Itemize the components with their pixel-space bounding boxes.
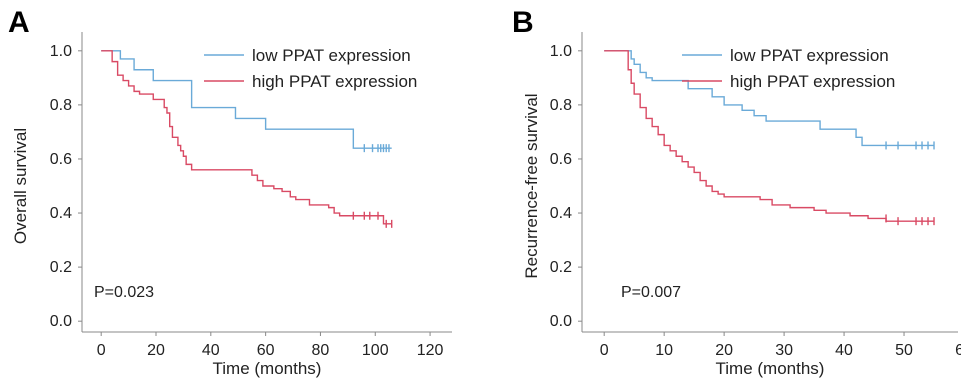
x-tick-label: 60 [257, 342, 275, 359]
y-tick-label: 0.8 [550, 97, 572, 114]
x-tick-label: 40 [202, 342, 220, 359]
p-value-annotation: P=0.007 [621, 284, 681, 301]
x-tick-label: 0 [600, 342, 609, 359]
x-tick-label: 30 [775, 342, 793, 359]
y-tick-label: 0.2 [550, 259, 572, 276]
legend-entry: low PPAT expression [252, 46, 411, 65]
survival-curve-low [604, 50, 935, 147]
p-value-annotation: P=0.023 [94, 284, 154, 301]
y-tick-label: 0.0 [550, 313, 572, 330]
y-tick-label: 0.6 [550, 151, 572, 168]
y-tick-label: 0.0 [50, 313, 72, 330]
chart-panel-b: B 0.0 0.2 0.4 0.6 0.8 1.0 0 10 20 30 40 50 60 Time (mo… [512, 6, 961, 378]
x-axis-label: Time (months) [716, 359, 825, 378]
x-tick-label: 40 [835, 342, 853, 359]
x-tick-label: 60 [955, 342, 961, 359]
x-tick-label: 100 [362, 342, 389, 359]
x-tick-label: 50 [895, 342, 913, 359]
x-tick-label: 10 [655, 342, 673, 359]
legend-entry: high PPAT expression [252, 72, 417, 91]
y-tick-label: 0.2 [50, 259, 72, 276]
legend-entry: high PPAT expression [730, 72, 895, 91]
x-tick-label: 20 [147, 342, 165, 359]
panel-letter: A [8, 6, 30, 39]
y-tick-label: 0.4 [50, 205, 72, 222]
y-axis-label: Overall survival [11, 128, 30, 244]
y-tick-label: 0.6 [50, 151, 72, 168]
x-axis-label: Time (months) [213, 359, 322, 378]
chart-panel-a: A 0.0 0.2 0.4 0.6 0.8 1.0 0 20 40 60 80 100 120 Time (… [8, 6, 452, 378]
x-tick-label: 20 [715, 342, 733, 359]
y-tick-label: 1.0 [50, 43, 72, 60]
survival-curve-high [101, 50, 392, 225]
x-tick-label: 80 [312, 342, 330, 359]
x-tick-label: 120 [417, 342, 444, 359]
y-axis-label: Recurrence-free survival [522, 93, 541, 278]
survival-curve-high [604, 50, 935, 222]
y-tick-label: 0.8 [50, 97, 72, 114]
y-tick-label: 1.0 [550, 43, 572, 60]
x-tick-label: 0 [97, 342, 106, 359]
survival-curve-low [101, 50, 392, 149]
panel-letter: B [512, 6, 534, 39]
y-tick-label: 0.4 [550, 205, 572, 222]
legend-entry: low PPAT expression [730, 46, 889, 65]
